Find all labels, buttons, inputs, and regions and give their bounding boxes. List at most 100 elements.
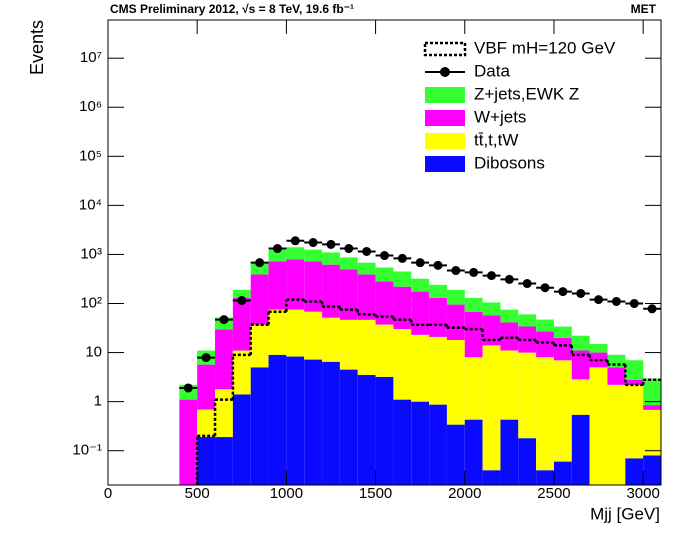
stack-segment [607, 354, 626, 368]
stack-segment [286, 247, 305, 260]
stack-segment [429, 284, 447, 298]
y-tick-label: 10 [85, 344, 102, 361]
data-point [522, 279, 532, 289]
legend-label: Dibosons [474, 153, 545, 172]
stack-segment [482, 315, 501, 346]
stack-segment [268, 354, 287, 485]
stack-segment [553, 360, 572, 462]
stack-segment [589, 367, 608, 485]
stack-segment [286, 309, 305, 357]
x-tick-label: 500 [185, 485, 210, 502]
legend-swatch [425, 156, 465, 172]
stack-segment [322, 264, 340, 318]
stack-segment [286, 259, 305, 310]
data-point [504, 274, 514, 284]
data-point [183, 383, 193, 393]
stack-segment [553, 326, 572, 338]
stack-segment [518, 314, 537, 327]
stack-segment [286, 356, 305, 485]
stack-segment [304, 249, 323, 262]
stack-segment [625, 360, 644, 380]
stack-segment [268, 249, 287, 262]
data-point [397, 253, 407, 263]
stack-segment [393, 329, 412, 400]
stack-segment [518, 352, 537, 439]
data-point [326, 239, 336, 249]
stack-segment [215, 389, 233, 438]
stack-segment [411, 278, 430, 292]
data-point [290, 236, 300, 246]
data-point [219, 315, 229, 325]
stack-segment [571, 414, 590, 485]
data-point [558, 287, 568, 297]
stack-segment [232, 394, 251, 485]
stack-segment [643, 455, 661, 485]
stack-segment [625, 379, 644, 386]
stack-segment [357, 319, 376, 375]
y-tick-label: 10⁵ [79, 147, 102, 164]
stack-segment [268, 261, 287, 310]
legend-swatch [425, 87, 465, 103]
data-point [451, 266, 461, 276]
stack-segment [625, 385, 644, 459]
stack-segment [250, 324, 269, 368]
x-axis-label: Mjj [GeV] [590, 504, 660, 523]
stack-segment [197, 409, 216, 438]
stack-segment [232, 289, 251, 298]
stack-segment [553, 337, 572, 361]
data-point [362, 246, 372, 256]
data-point [237, 296, 247, 306]
stack-segment [482, 470, 501, 485]
stack-segment [500, 350, 519, 420]
stack-segment [643, 405, 661, 410]
stack-segment [429, 404, 447, 485]
y-tick-label: 10² [80, 294, 102, 311]
x-tick-label: 2000 [448, 485, 481, 502]
stack-segment [304, 261, 323, 312]
stack-segment [625, 458, 644, 485]
stack-segment [393, 271, 412, 287]
stack-segment [518, 438, 537, 485]
stack-segment [250, 262, 269, 275]
y-tick-label: 10⁻¹ [72, 442, 102, 459]
data-point [380, 251, 389, 261]
stack-segment [339, 369, 358, 485]
stack-segment [464, 311, 483, 358]
stack-segment [250, 274, 269, 325]
stack-segment [643, 409, 661, 456]
stack-segment [339, 257, 358, 270]
legend-label: W+jets [474, 107, 526, 126]
stack-segment [643, 378, 661, 406]
stack-segment [429, 297, 447, 337]
legend-label: Data [474, 61, 510, 80]
stack-segment [322, 252, 340, 265]
stack-segment [357, 262, 376, 275]
stack-segment [500, 309, 519, 323]
stack-segment [464, 297, 483, 312]
data-point [272, 244, 282, 254]
stack-segment [179, 399, 198, 485]
stack-segment [518, 326, 537, 353]
stack-segment [411, 401, 430, 485]
stack-segment [375, 267, 394, 282]
stack-segment [215, 437, 233, 485]
legend-swatch [425, 110, 465, 126]
y-tick-label: 1 [94, 393, 102, 410]
x-tick-label: 1500 [359, 485, 392, 502]
stack-segment [482, 345, 501, 471]
stack-segment [304, 311, 323, 360]
x-tick-label: 1000 [270, 485, 303, 502]
plot-frame [107, 19, 662, 486]
stack-segment [589, 352, 608, 368]
data-point [594, 295, 604, 305]
data-point [201, 353, 211, 363]
stack-segment [446, 304, 465, 341]
stack-segment [304, 359, 323, 485]
stack-segment [446, 340, 465, 425]
data-point [415, 258, 425, 268]
stack-segment [375, 324, 394, 377]
data-point [611, 296, 621, 306]
chart-title: CMS Preliminary 2012, √s = 8 TeV, 19.6 f… [110, 2, 354, 16]
legend-swatch [423, 41, 467, 57]
data-point [540, 283, 550, 293]
